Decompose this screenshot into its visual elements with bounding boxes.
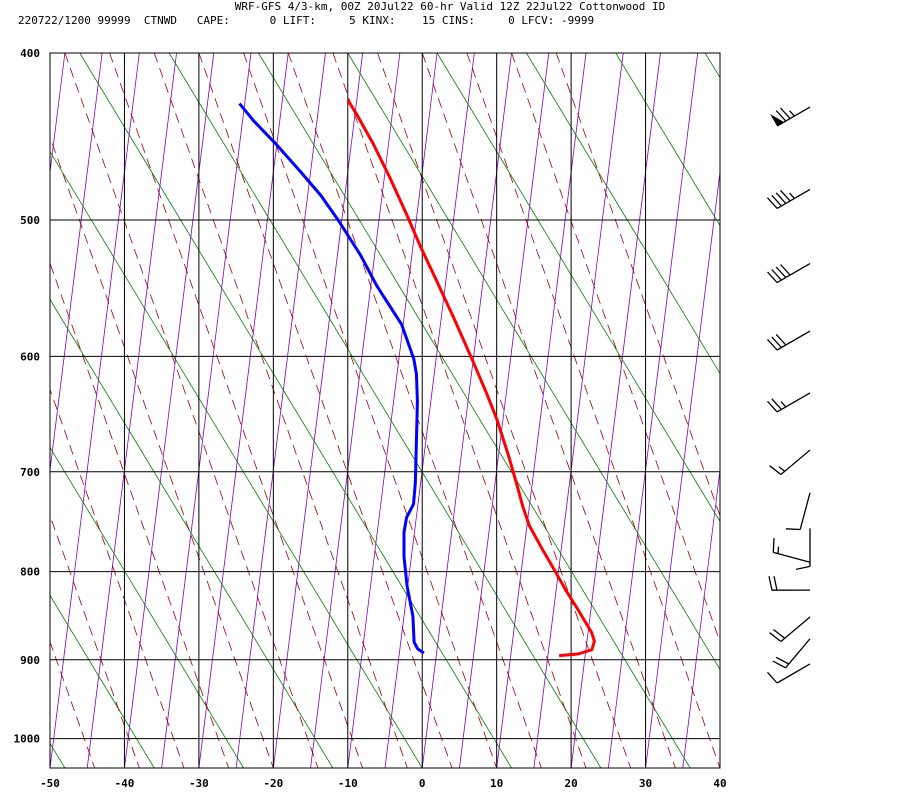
skewed-isotherm: [384, 53, 475, 768]
x-tick-label: 30: [639, 777, 652, 790]
x-tick-label: 40: [713, 777, 726, 790]
skewed-isotherm: [869, 53, 900, 768]
skewed-isotherm: [235, 53, 326, 768]
dry-adiabat: [79, 53, 512, 768]
skewed-isotherm: [310, 53, 401, 768]
moist-adiabat: [287, 53, 542, 768]
x-tick-label: -50: [40, 777, 60, 790]
moist-adiabat: [50, 388, 185, 768]
dry-adiabat: [50, 150, 423, 768]
moist-adiabat: [50, 262, 230, 768]
dry-adiabat: [704, 53, 720, 79]
wind-barb: [768, 576, 811, 591]
moist-adiabat: [377, 53, 632, 768]
skewed-isotherm: [272, 53, 364, 768]
y-tick-label: 900: [20, 654, 40, 667]
wind-barb: [767, 663, 811, 684]
dry-adiabat: [168, 53, 602, 768]
chart-title: WRF-GFS 4/3-km, 00Z 20Jul22 60-hr Valid …: [234, 0, 666, 13]
skewed-isotherm: [645, 168, 720, 768]
skewed-isotherm: [124, 53, 215, 768]
skewed-isotherm: [421, 53, 512, 768]
temperature-tick-labels: -50 -40 -30 -20 -10 0 10 20 30 40: [40, 777, 727, 790]
x-tick-label: 0: [419, 777, 426, 790]
grid-lines: [50, 53, 720, 768]
series-group: [238, 99, 596, 658]
pressure-tick-labels: 400 500 600 700 800 900 1000: [14, 47, 41, 746]
skewed-isotherm: [459, 53, 550, 768]
wind-barb: [769, 616, 811, 643]
moist-adiabat: [64, 53, 319, 768]
dry-adiabat: [50, 298, 334, 768]
skewed-isotherm: [682, 466, 720, 768]
x-tick-label: -30: [189, 777, 209, 790]
y-tick-label: 800: [20, 566, 40, 579]
moist-adiabat: [243, 53, 498, 768]
moist-adiabat: [555, 53, 720, 517]
dry-adiabat: [615, 53, 720, 227]
moist-adiabat: [421, 53, 676, 768]
wind-barb: [767, 330, 811, 351]
y-tick-label: 400: [20, 47, 40, 60]
skewed-isotherm: [832, 53, 900, 768]
skewed-isotherm: [347, 53, 438, 768]
dry-adiabat: [436, 53, 720, 523]
wind-barb: [772, 638, 811, 669]
moist-adiabat: [466, 53, 720, 768]
moist-adiabat: [511, 53, 720, 644]
dry-adiabat: [347, 53, 720, 671]
skewed-isotherm: [50, 53, 140, 768]
skewed-isotherm: [533, 53, 624, 768]
x-tick-label: -20: [263, 777, 283, 790]
moist-adiabat: [0, 53, 5, 768]
moist-adiabat: [109, 53, 364, 768]
dry-adiabat: [258, 53, 691, 768]
wind-barb: [767, 263, 811, 284]
wind-barb: [772, 538, 811, 563]
skewed-isotherm: [496, 53, 587, 768]
dry-adiabat: [526, 53, 720, 375]
y-tick-label: 600: [20, 350, 40, 363]
skewed-isotherm: [719, 764, 720, 768]
skewed-isotherm: [794, 53, 883, 768]
y-tick-label: 500: [20, 214, 40, 227]
temperature-profile-line: [346, 99, 596, 658]
x-tick-label: -40: [115, 777, 135, 790]
skewed-isotherm: [757, 53, 846, 768]
sounding-info-line: 220722/1200 99999 CTNWD CAPE: 0 LIFT: 5 …: [18, 14, 595, 27]
skewed-isotherm: [86, 53, 177, 768]
skewed-isotherm: [50, 53, 103, 474]
guide-lines: [0, 53, 900, 768]
y-tick-label: 700: [20, 466, 40, 479]
dry-adiabat: [50, 446, 244, 768]
skewed-isotherm: [570, 53, 661, 768]
wind-barb: [795, 528, 811, 571]
y-tick-label: 1000: [14, 733, 41, 746]
moist-adiabat: [332, 53, 587, 768]
plot-frame: [49, 52, 721, 769]
wind-barb: [767, 392, 811, 413]
skewed-isotherm: [198, 53, 289, 768]
moist-adiabat: [153, 53, 408, 768]
moist-adiabat: [198, 53, 453, 768]
x-tick-label: 10: [490, 777, 503, 790]
x-tick-label: -10: [338, 777, 358, 790]
dewpoint-profile-line: [238, 102, 425, 655]
dry-adiabat: [50, 594, 155, 768]
moist-adiabat: [50, 514, 140, 768]
x-tick-label: 20: [564, 777, 577, 790]
wind-barb: [770, 106, 811, 127]
moist-adiabat: [50, 135, 274, 768]
wind-barb: [769, 449, 811, 476]
wind-barbs: [767, 106, 811, 684]
wind-barb: [767, 188, 811, 209]
moist-adiabat: [50, 640, 96, 768]
wind-barb: [785, 492, 811, 531]
